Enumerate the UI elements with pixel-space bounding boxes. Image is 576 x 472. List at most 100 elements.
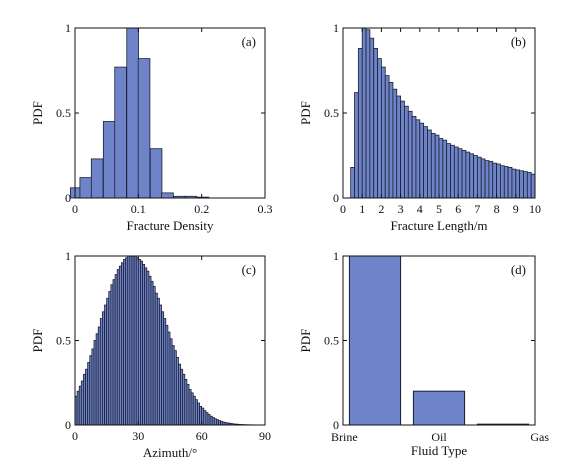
bar-b-13	[400, 100, 405, 199]
x-tick-label-c-2: 60	[196, 429, 208, 443]
x-tick-label-c-0: 0	[72, 429, 78, 443]
bar-b-6	[373, 48, 378, 199]
bar-b-2	[357, 48, 363, 199]
x-tick-label-a-0: 0	[72, 202, 78, 216]
bar-b-15	[407, 110, 413, 199]
panel-label-d: (d)	[511, 262, 526, 277]
y-tick-label-c-2: 1	[65, 249, 71, 263]
bar-b-8	[380, 66, 386, 199]
x-category-label-d-2: Gas	[530, 430, 549, 444]
bar-b-25	[446, 143, 451, 199]
x-tick-label-b-1: 1	[359, 202, 365, 216]
bar-b-10	[388, 82, 394, 199]
bar-b-29	[461, 149, 467, 199]
bar-d-0	[348, 255, 402, 426]
bar-b-1	[354, 92, 359, 199]
bar-b-12	[396, 95, 402, 199]
bar-a-6	[137, 58, 151, 199]
bar-b-33	[476, 156, 482, 199]
bar-b-42	[511, 168, 517, 199]
x-tick-label-b-2: 2	[378, 202, 384, 216]
bar-b-37	[492, 162, 498, 199]
y-tick-label-a-1: 0.5	[56, 106, 71, 120]
x-tick-label-b-6: 6	[455, 202, 461, 216]
bar-b-32	[473, 155, 478, 199]
bar-b-41	[507, 166, 513, 199]
x-tick-label-b-8: 8	[494, 202, 500, 216]
bar-b-22	[434, 134, 440, 199]
bar-b-36	[488, 161, 494, 199]
y-tick-label-c-0: 0	[65, 418, 71, 432]
bar-b-0	[350, 166, 355, 199]
bar-a-7	[149, 148, 163, 199]
x-tick-label-a-1: 0.1	[131, 202, 146, 216]
x-tick-label-b-0: 0	[340, 202, 346, 216]
y-tick-label-d-0: 0	[333, 418, 339, 432]
panel-label-a: (a)	[242, 34, 256, 49]
bar-b-43	[515, 169, 521, 199]
bar-a-8	[161, 192, 174, 199]
bar-b-23	[438, 138, 444, 199]
bar-b-21	[430, 132, 436, 199]
bar-a-2	[90, 158, 104, 199]
y-tick-label-b-1: 0.5	[324, 106, 339, 120]
bar-b-4	[365, 29, 371, 199]
x-tick-label-b-3: 3	[398, 202, 404, 216]
x-tick-label-a-3: 0.3	[258, 202, 273, 216]
x-axis-label-d: Fluid Type	[411, 443, 468, 458]
y-axis-label-b: PDF	[298, 101, 313, 125]
bar-b-24	[442, 139, 448, 199]
bar-a-3	[102, 121, 116, 199]
x-tick-label-c-3: 90	[259, 429, 271, 443]
bar-b-40	[503, 166, 509, 199]
x-axis-label-b: Fracture Length/m	[390, 218, 487, 233]
bar-b-26	[450, 144, 455, 199]
bar-d-1	[412, 390, 466, 426]
bar-b-45	[523, 171, 528, 199]
bar-series-b	[350, 27, 536, 199]
bar-b-44	[519, 170, 524, 199]
bar-a-5	[126, 27, 139, 199]
panel-label-c: (c)	[242, 262, 256, 277]
bar-b-30	[465, 151, 471, 199]
bar-b-35	[484, 160, 490, 199]
bar-b-11	[392, 88, 398, 199]
y-axis-label-d: PDF	[298, 329, 313, 353]
bar-b-7	[377, 58, 382, 199]
y-tick-label-b-0: 0	[333, 191, 339, 205]
bar-b-31	[469, 153, 474, 199]
bar-b-14	[404, 105, 409, 199]
bar-b-16	[411, 116, 417, 199]
x-tick-label-a-2: 0.2	[194, 202, 209, 216]
bar-b-9	[384, 75, 390, 199]
panel-label-b: (b)	[511, 34, 526, 49]
bar-b-5	[369, 37, 375, 199]
x-tick-label-b-7: 7	[474, 202, 480, 216]
y-tick-label-b-2: 1	[333, 21, 339, 35]
y-tick-label-d-2: 1	[333, 249, 339, 263]
bar-b-28	[457, 148, 463, 199]
chart-panel-c: 0 0.5 1 0 30 60 90 Azimuth/° PDF (c)	[30, 249, 271, 460]
x-tick-label-b-5: 5	[436, 202, 442, 216]
chart-panel-d: 0 0.5 1 Brine Oil Gas Fluid Type PDF (d)	[298, 249, 549, 458]
bar-a-1	[79, 177, 93, 199]
bar-b-47	[530, 173, 536, 199]
bar-b-19	[423, 126, 428, 199]
y-tick-label-a-0: 0	[65, 191, 71, 205]
x-category-label-d-0: Brine	[331, 430, 358, 444]
bar-series-d	[348, 255, 530, 426]
bar-b-46	[526, 172, 532, 199]
bar-b-27	[453, 146, 459, 199]
x-axis-label-c: Azimuth/°	[143, 445, 197, 460]
x-tick-label-c-1: 30	[132, 429, 144, 443]
y-axis-label-c: PDF	[30, 329, 45, 353]
x-tick-label-b-4: 4	[417, 202, 423, 216]
y-tick-label-c-1: 0.5	[56, 334, 71, 348]
bar-series-a	[70, 27, 210, 199]
bar-b-20	[427, 129, 432, 199]
x-tick-label-b-9: 9	[513, 202, 519, 216]
bar-b-18	[419, 122, 425, 199]
chart-panel-a: 0 0.5 1 0 0.1 0.2 0.3 Fracture Density PDF (a)	[30, 21, 273, 233]
